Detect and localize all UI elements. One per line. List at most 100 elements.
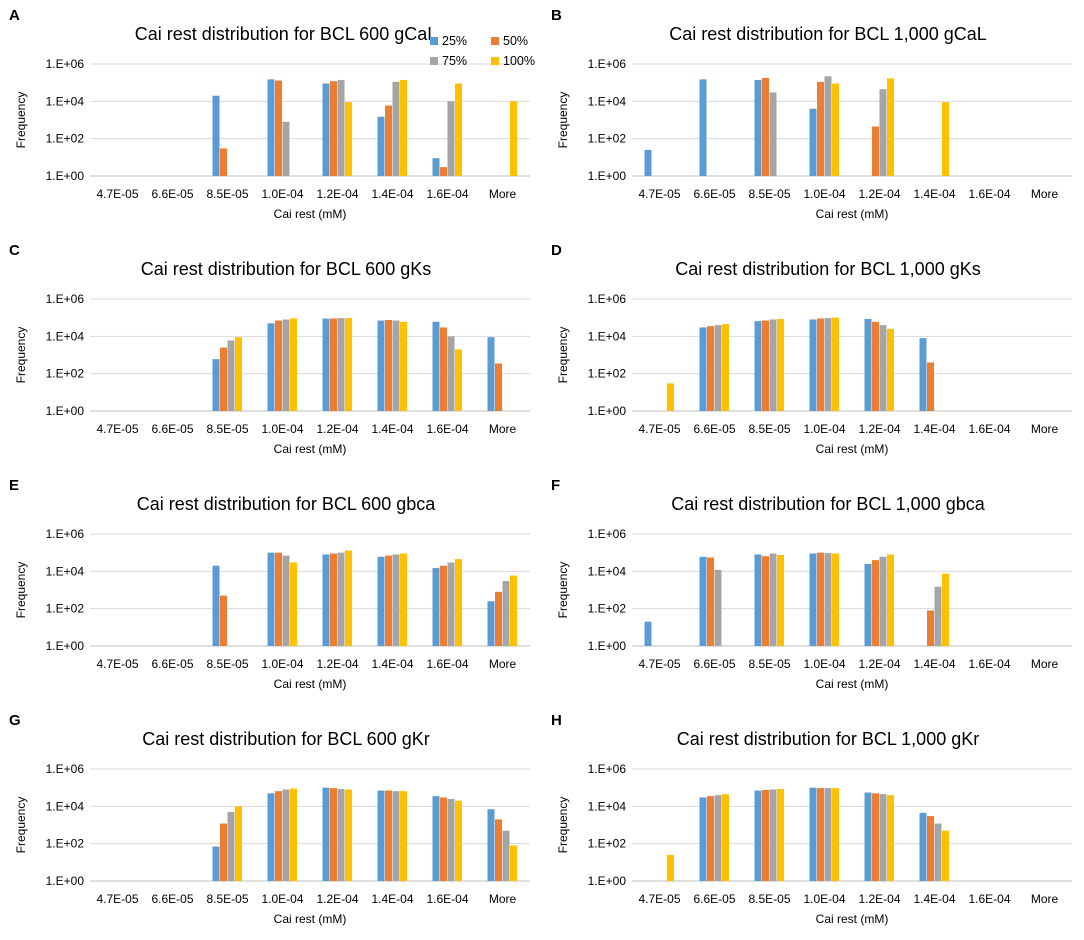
chart-title: Cai rest distribution for BCL 1,000 gCaL [669,24,987,44]
bar-100pct-10e04 [290,562,297,646]
bar-75pct-12e04 [337,318,345,411]
y-tick-label: 1.E+04 [588,799,627,813]
bar-75pct-10e04 [282,789,290,881]
y-tick-label: 1.E+02 [46,837,85,851]
x-tick-label: 1.2E-04 [316,892,358,906]
x-tick-label: More [1031,187,1059,201]
bar-75pct-12e04 [337,552,345,646]
bar-75pct-66e05 [714,569,722,646]
y-tick-label: 1.E+02 [46,602,85,616]
y-tick-label: 1.E+06 [46,57,85,71]
bar-75pct-14e04 [934,586,942,646]
y-axis-title: Frequency [556,562,570,619]
bar-75pct-10e04 [282,555,290,646]
y-axis-title: Frequency [556,92,570,149]
bar-25pct-12e04 [322,83,330,176]
x-tick-label: 1.6E-04 [968,892,1010,906]
bar-75pct-10e04 [824,76,832,176]
x-tick-label: 1.2E-04 [858,892,900,906]
bar-100pct-12e04 [887,795,894,881]
bar-100pct-10e04 [832,83,839,176]
bar-75pct-85e05 [769,92,777,176]
panel-label: E [9,477,19,494]
chart-title: Cai rest distribution for BCL 600 gKr [142,729,429,749]
x-tick-label: More [1031,657,1059,671]
bar-25pct-12e04 [864,563,872,646]
y-tick-label: 1.E+06 [588,292,627,306]
y-tick-label: 1.E+04 [46,329,85,343]
bar-50pct-16e04 [440,167,447,176]
x-tick-label: 1.0E-04 [803,657,845,671]
panel-label: F [551,477,560,494]
x-tick-label: 1.4E-04 [371,187,413,201]
bar-75pct-85e05 [227,811,235,881]
bar-50pct-14e04 [385,790,392,881]
bar-25pct-85e05 [754,321,762,411]
x-tick-label: More [489,657,517,671]
bar-50pct-12e04 [872,321,879,411]
x-tick-label: 1.4E-04 [913,657,955,671]
bar-100pct-85e05 [777,318,784,411]
y-tick-label: 1.E+02 [588,837,627,851]
bar-50pct-10e04 [817,318,824,411]
bar-75pct-12e04 [337,788,345,881]
x-tick-label: 1.6E-04 [426,422,468,436]
panel-label: G [9,712,21,729]
y-tick-label: 1.E+04 [588,94,627,108]
x-tick-label: 1.6E-04 [968,422,1010,436]
chart-panel-f: F Cai rest distribution for BCL 1,000 gbc… [542,470,1084,705]
bar-100pct-66e05 [722,794,729,881]
bar-25pct-16e04 [432,796,440,881]
x-tick-label: More [1031,892,1059,906]
bar-100pct-16e04 [455,349,462,411]
bar-75pct-85e05 [769,553,777,646]
bar-75pct-12e04 [879,556,887,646]
x-axis-title: Cai rest (mM) [816,677,889,691]
bar-75pct-12e04 [337,79,345,176]
bar-50pct-85e05 [220,148,227,176]
y-tick-label: 1.E+00 [46,874,85,888]
bar-25pct-66e05 [699,797,707,881]
bar-50pct-12e04 [330,81,337,176]
bar-25pct-14e04 [377,556,385,646]
legend-label: 25% [442,34,467,48]
x-tick-label: 1.4E-04 [913,422,955,436]
x-tick-label: 1.0E-04 [803,422,845,436]
chart-svg: H Cai rest distribution for BCL 1,000 gKr… [551,712,1072,926]
y-tick-label: 1.E+04 [588,329,627,343]
chart-svg: B Cai rest distribution for BCL 1,000 gCa… [551,7,1072,221]
chart-panel-c: C Cai rest distribution for BCL 600 gKs 1.… [0,235,542,470]
x-tick-label: 1.4E-04 [913,892,955,906]
bar-50pct-12e04 [330,318,337,411]
x-tick-label: More [489,892,517,906]
x-axis-title: Cai rest (mM) [816,442,889,456]
bar-50pct-85e05 [220,347,227,411]
x-tick-label: 6.6E-05 [693,187,735,201]
x-tick-label: 1.6E-04 [968,657,1010,671]
bar-25pct-14e04 [377,790,385,881]
chart-svg: D Cai rest distribution for BCL 1,000 gKs… [551,242,1072,456]
x-tick-label: 1.4E-04 [371,892,413,906]
bar-75pct-16e04 [447,336,455,411]
chart-title: Cai rest distribution for BCL 600 gbca [137,494,436,514]
x-tick-label: 8.5E-05 [748,187,790,201]
panel-label: B [551,7,562,24]
bar-25pct-12e04 [864,318,872,411]
y-tick-label: 1.E+00 [46,404,85,418]
x-tick-label: 8.5E-05 [206,187,248,201]
x-tick-label: 6.6E-05 [151,422,193,436]
x-tick-label: 1.2E-04 [858,187,900,201]
y-tick-label: 1.E+06 [46,527,85,541]
legend-swatch [430,57,438,65]
chart-panel-e: E Cai rest distribution for BCL 600 gbca 1… [0,470,542,705]
x-tick-label: 4.7E-05 [96,422,138,436]
x-tick-label: More [489,187,517,201]
bar-50pct-14e04 [927,610,934,646]
bar-50pct-12e04 [872,560,879,646]
x-axis-title: Cai rest (mM) [816,207,889,221]
bar-75pct-85e05 [227,340,235,411]
bar-75pct-12e04 [879,794,887,881]
bar-50pct-12e04 [872,793,879,881]
bar-25pct-10e04 [267,552,275,646]
y-axis-title: Frequency [556,327,570,384]
